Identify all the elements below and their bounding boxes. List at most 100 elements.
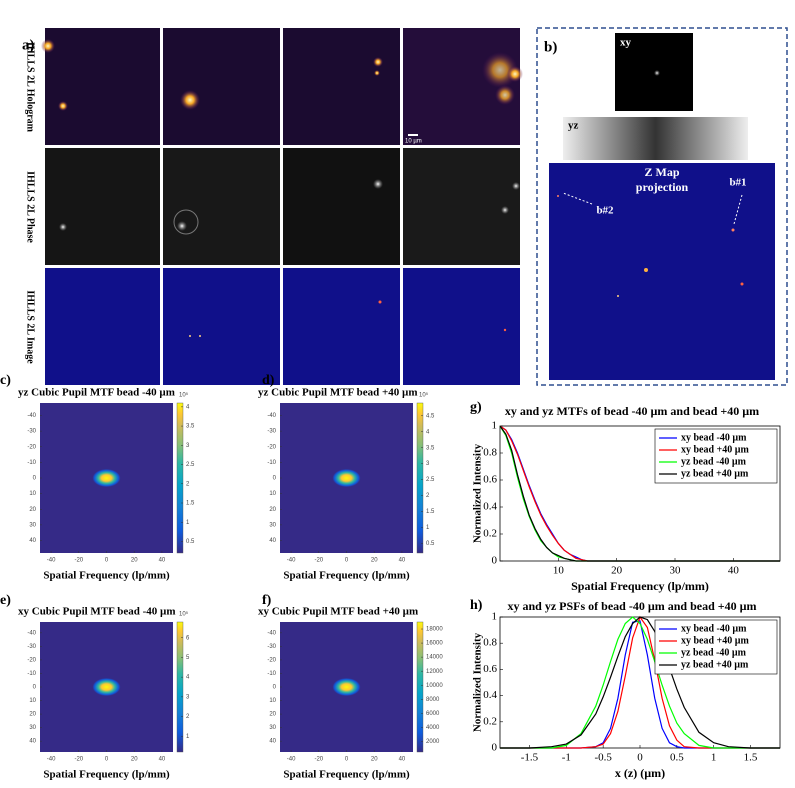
colorbar-exponent: 10⁵: [419, 392, 429, 399]
y-tick-label: -30: [267, 429, 276, 435]
phase-row: [45, 148, 520, 265]
colorbar-tick-label: 3: [186, 694, 190, 700]
y-tick-label: 1: [492, 420, 498, 432]
chart-title: xy Cubic Pupil MTF bead +40 µm: [258, 606, 418, 618]
scale-bar: [408, 134, 418, 136]
ring: [173, 209, 199, 235]
chart-title: xy Cubic Pupil MTF bead -40 µm: [18, 606, 176, 618]
colorbar-tick-label: 3.5: [426, 445, 435, 451]
x-axis-label: x (z) (µm): [615, 766, 665, 780]
y-tick-label: 20: [269, 712, 276, 718]
y-tick-label: 10: [29, 698, 36, 704]
hologram-row: 10 µm: [41, 28, 523, 145]
y-tick-label: 0.4: [483, 501, 497, 513]
y-tick-label: 0: [33, 476, 37, 482]
colorbar-tick-label: 4000: [426, 725, 440, 731]
colorbar: [416, 402, 424, 554]
y-tick-label: 0.6: [483, 474, 497, 486]
x-axis-label: Spatial Frequency (lp/mm): [283, 570, 410, 582]
panel-frame: [536, 27, 788, 386]
y-tick-label: 30: [29, 725, 36, 731]
colorbar-tick-label: 18000: [426, 627, 443, 633]
colorbar-tick-label: 2000: [426, 739, 440, 745]
y-tick-label: 0.2: [483, 528, 497, 540]
heat-peak: [332, 678, 361, 696]
colorbar-tick-label: 10000: [426, 683, 443, 689]
image: [403, 268, 520, 385]
panel-label: c): [0, 373, 11, 388]
x-tick-label: 40: [159, 558, 166, 564]
y-tick-label: -30: [267, 644, 276, 650]
colorbar-tick-label: 4: [426, 429, 430, 435]
spot: [557, 195, 559, 197]
y-tick-label: -20: [27, 444, 36, 450]
colorbar-exponent: 10⁵: [179, 611, 189, 618]
spot: [507, 66, 523, 82]
spot: [378, 300, 382, 304]
x-tick-label: -40: [47, 558, 56, 564]
legend-label: yz bead -40 µm: [681, 456, 747, 467]
spot: [180, 90, 200, 110]
x-tick-label: -20: [74, 757, 83, 763]
colorbar-tick-label: 6000: [426, 711, 440, 717]
colorbar-tick-label: 0.5: [186, 539, 195, 545]
y-tick-label: 20: [29, 507, 36, 513]
x-tick-label: -0.5: [594, 752, 612, 764]
x-tick-label: -20: [314, 757, 323, 763]
y-tick-label: 10: [269, 491, 276, 497]
y-tick-label: -30: [27, 429, 36, 435]
panel-label: e): [0, 593, 11, 608]
x-tick-label: 20: [131, 558, 138, 564]
y-tick-label: -40: [267, 630, 276, 636]
y-tick-label: 0: [492, 742, 498, 754]
x-tick-label: 20: [371, 558, 378, 564]
spot: [199, 335, 201, 337]
spot: [373, 57, 383, 67]
data-line: [500, 616, 780, 749]
spot: [501, 206, 509, 214]
spot: [644, 268, 648, 272]
colorbar-exponent: 10⁵: [179, 392, 189, 399]
y-tick-label: 30: [269, 725, 276, 731]
y-tick-label: 0.2: [483, 715, 497, 727]
x-tick-label: -40: [287, 558, 296, 564]
y-tick-label: 40: [29, 538, 36, 544]
y-tick-label: -20: [267, 444, 276, 450]
x-tick-label: 1: [711, 752, 717, 764]
image-row: [45, 268, 520, 385]
y-tick-label: -10: [267, 460, 276, 466]
map-title: Z Map: [644, 165, 679, 179]
colorbar-tick-label: 1: [426, 525, 430, 531]
y-tick-label: 0.4: [483, 689, 497, 701]
x-axis-label: Spatial Frequency (lp/mm): [43, 769, 170, 781]
legend-label: xy bead +40 µm: [681, 635, 750, 646]
legend-label: yz bead +40 µm: [681, 659, 749, 670]
image: [45, 28, 160, 145]
spot: [189, 335, 191, 337]
colorbar-tick-label: 8000: [426, 697, 440, 703]
arrow: [562, 192, 593, 205]
x-tick-label: 0: [345, 757, 349, 763]
y-tick-label: 40: [269, 739, 276, 745]
colorbar-tick-label: 1: [186, 520, 190, 526]
panel-label: b): [544, 39, 557, 55]
colorbar: [416, 621, 424, 753]
y-tick-label: -10: [27, 671, 36, 677]
panel-label: h): [470, 598, 483, 613]
data-line: [499, 425, 780, 562]
row-label: IHLLS 2L Hologram: [25, 42, 36, 133]
map-title: projection: [636, 180, 689, 194]
yz-image: [563, 117, 748, 160]
image: [283, 148, 400, 265]
y-tick-label: -10: [267, 671, 276, 677]
bead-label: b#1: [729, 177, 746, 189]
y-tick-label: -40: [267, 413, 276, 419]
colorbar: [176, 621, 184, 753]
colorbar-tick-label: 12000: [426, 669, 443, 675]
x-tick-label: 30: [670, 565, 682, 577]
spot: [373, 179, 383, 189]
y-tick-label: 30: [29, 522, 36, 528]
heat-peak: [332, 469, 361, 487]
y-tick-label: -10: [27, 460, 36, 466]
x-axis-label: Spatial Frequency (lp/mm): [283, 769, 410, 781]
